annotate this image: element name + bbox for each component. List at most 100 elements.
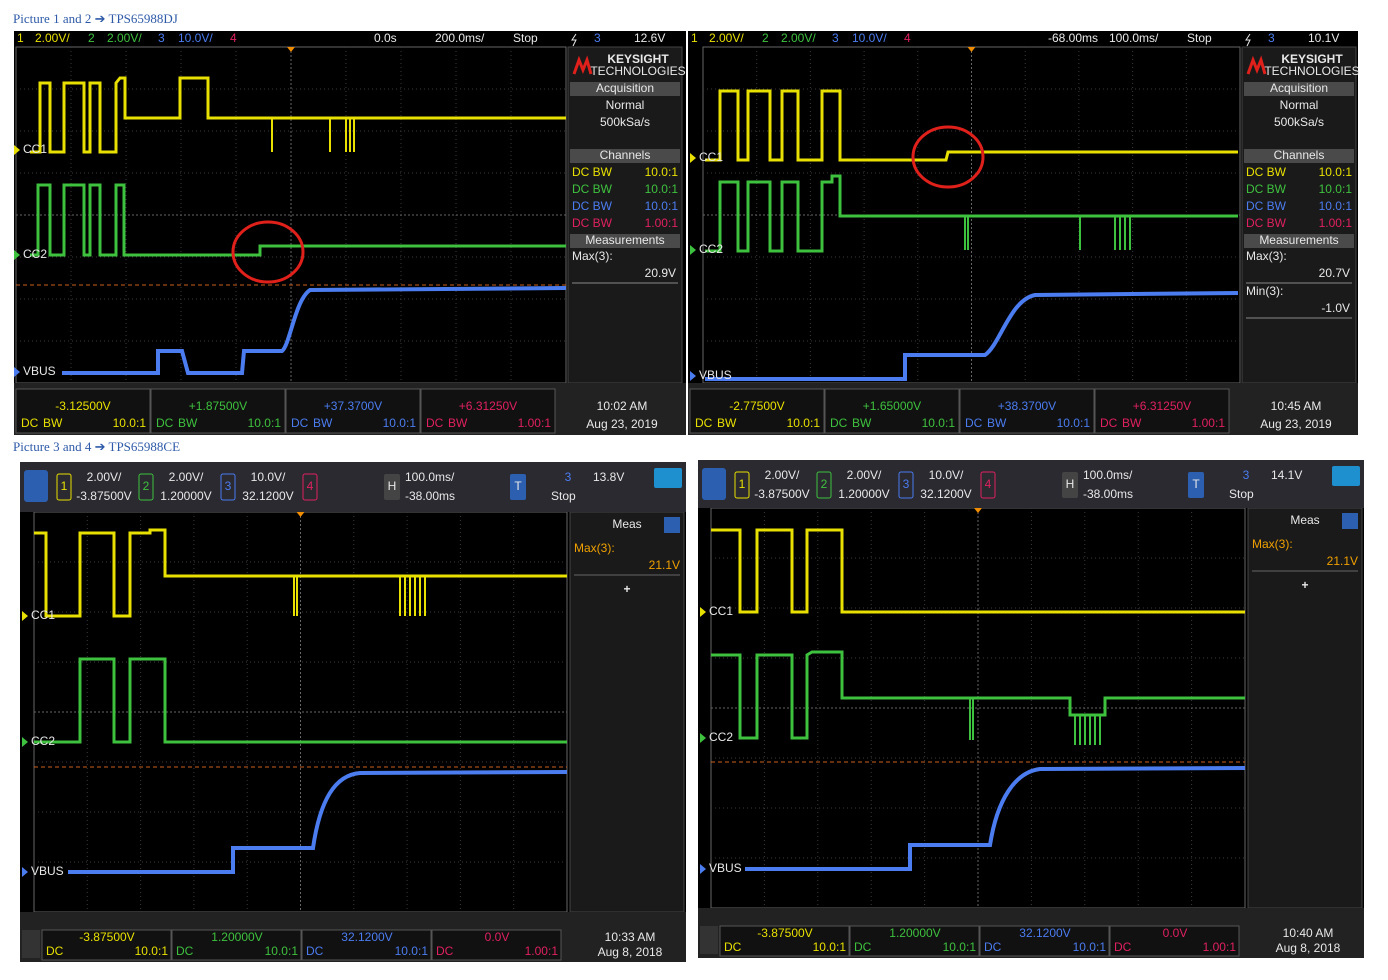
trace-marker [690, 153, 696, 163]
cc2-trace [30, 183, 566, 257]
label: Channels [1274, 148, 1325, 162]
channel-button [56, 473, 72, 501]
header-text: 3 [1268, 31, 1275, 45]
brand-sub: TECHNOLOGIES [590, 64, 685, 78]
label: +38.3700V [998, 399, 1056, 413]
header-text: 3 [832, 31, 839, 45]
horizontal-button [1062, 472, 1078, 498]
label: 10.0:1 [1319, 165, 1353, 179]
label: DC [854, 940, 872, 954]
header-text: 10.1V [1308, 31, 1339, 45]
trace-marker [14, 250, 20, 260]
label: -3.87500V [79, 930, 134, 944]
label: BW [448, 416, 468, 430]
header-text: Stop [513, 31, 538, 45]
header-text: 12.6V [634, 31, 665, 45]
header-text: Stop [1187, 31, 1212, 45]
channel-id: 3 [225, 479, 232, 493]
footer-box [1094, 388, 1230, 434]
label: DC BW [1246, 165, 1287, 179]
label: +1.65000V [863, 399, 921, 413]
label: H [1066, 477, 1075, 491]
trace-marker [14, 367, 20, 377]
label: -3.87500V [754, 487, 809, 501]
label: 10.0:1 [813, 940, 847, 954]
label: -2.77500V [729, 399, 784, 413]
label: 1.20000V [211, 930, 262, 944]
label: 20.7V [1319, 266, 1350, 280]
footer-box [285, 388, 421, 434]
trace-marker [700, 864, 706, 874]
channel-button [898, 471, 914, 499]
label: DC [291, 416, 309, 430]
label: Normal [1280, 98, 1319, 112]
highlight-circle [231, 220, 305, 284]
header-text: 2.00V/ [107, 31, 142, 45]
label: DC [965, 416, 983, 430]
label: 10:33 AM [605, 930, 656, 944]
trace-label: CC1 [23, 142, 47, 156]
label: 1.00:1 [645, 216, 679, 230]
label: DC [830, 416, 848, 430]
trace-label: VBUS [709, 861, 742, 875]
label: 2.00V/ [765, 468, 800, 482]
header-text: 3 [158, 31, 165, 45]
label: +6.31250V [1133, 399, 1191, 413]
vbus-trace [745, 766, 1246, 871]
trace-marker [14, 145, 20, 155]
channel-id: 4 [985, 477, 992, 491]
horizontal-button [384, 474, 400, 500]
label: Meas [1290, 513, 1319, 527]
label: 500kSa/s [600, 115, 650, 129]
header-text: 200.0ms/ [435, 31, 485, 45]
trace-label: CC2 [23, 247, 47, 261]
label: DC BW [1246, 182, 1287, 196]
label: 21.1V [1327, 554, 1358, 568]
side-panel [1241, 46, 1357, 384]
trigger-icon [571, 33, 577, 47]
label: 10.0:1 [383, 416, 417, 430]
label: 1.00:1 [1319, 216, 1353, 230]
label: 10.0:1 [248, 416, 282, 430]
label: DC [436, 944, 454, 958]
label: 32.1200V [341, 930, 392, 944]
label: Acquisition [1270, 81, 1328, 95]
label: 100.0ms/ [1083, 468, 1133, 482]
trigger-marker [974, 508, 982, 513]
trace-marker [700, 733, 706, 743]
trace-label: CC2 [709, 730, 733, 744]
channel-button [138, 473, 154, 501]
label: -1.0V [1321, 301, 1350, 315]
header-text: -68.00ms [1048, 31, 1098, 45]
label: BW [178, 416, 198, 430]
label: 10.0:1 [1319, 182, 1353, 196]
trace-label: CC2 [699, 242, 723, 256]
vbus-trace [62, 286, 567, 375]
add-button: + [1301, 578, 1308, 592]
side-panel [1247, 507, 1363, 909]
channel-button [980, 471, 996, 499]
header-text: 10.0V/ [178, 31, 213, 45]
menu-icon [702, 468, 726, 500]
trigger-marker [296, 512, 305, 517]
channel-button [220, 473, 236, 501]
label: 10:45 AM [1271, 399, 1322, 413]
label: +37.3700V [324, 399, 382, 413]
header-text: 4 [230, 31, 237, 45]
label: DC BW [572, 199, 613, 213]
header-text: 2.00V/ [35, 31, 70, 45]
label: +6.31250V [459, 399, 517, 413]
label: BW [852, 416, 872, 430]
trigger-marker [967, 47, 976, 52]
label: DC [426, 416, 444, 430]
channel-id: 1 [739, 477, 746, 491]
label: 10.0:1 [135, 944, 169, 958]
cc2-trace [711, 650, 1245, 740]
label: T [1192, 477, 1200, 491]
header-text: 3 [594, 31, 601, 45]
trace-label: CC1 [709, 604, 733, 618]
trace-marker [22, 867, 28, 877]
header-text: 0.0s [374, 31, 397, 45]
channel-button [734, 471, 750, 499]
trigger-marker [287, 47, 295, 52]
